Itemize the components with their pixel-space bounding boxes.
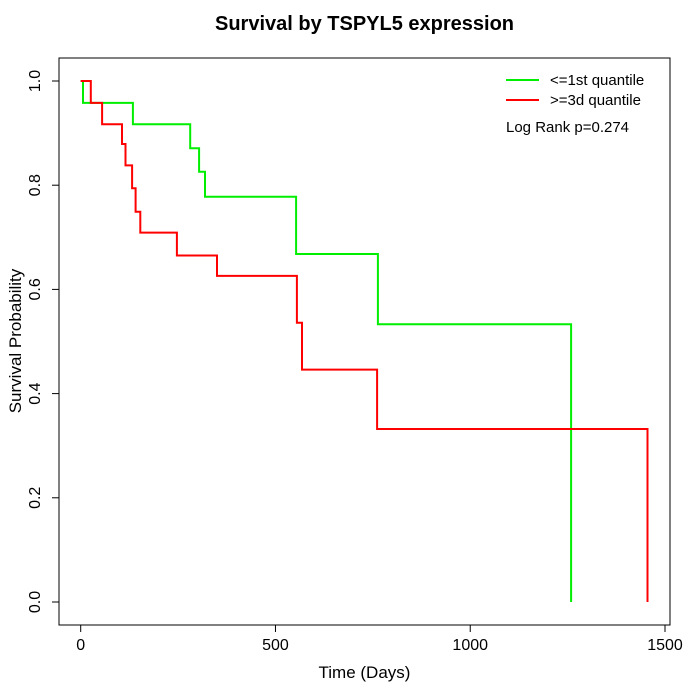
legend-item-first-quantile: <=1st quantile (506, 70, 644, 90)
x-tick-label: 1000 (452, 637, 488, 654)
legend-label-first-quantile: <=1st quantile (550, 71, 645, 89)
log-rank-pvalue: Log Rank p=0.274 (506, 119, 630, 136)
x-tick-label: 0 (76, 637, 85, 654)
plot-box (58, 57, 671, 626)
legend-item-third-quantile: >=3d quantile (506, 90, 644, 110)
y-tick-label: 1.0 (27, 70, 44, 92)
plot-title: Survival by TSPYL5 expression (214, 13, 514, 35)
legend-label-third-quantile: >=3d quantile (550, 91, 641, 109)
y-tick-label: 0.2 (27, 487, 44, 509)
y-tick-label: 0.8 (27, 174, 44, 196)
green-line-swatch-icon (506, 79, 539, 81)
legend: <=1st quantile >=3d quantile Log Rank p=… (506, 70, 644, 136)
y-tick-label: 0.6 (27, 278, 44, 300)
x-tick-label: 500 (262, 637, 289, 654)
y-tick-label: 0.0 (27, 591, 44, 613)
survival-curve-green (80, 80, 573, 602)
survival-curve-red (80, 80, 649, 602)
y-tick-label: 0.4 (27, 382, 44, 404)
y-axis-title: Survival Probability (6, 268, 25, 414)
red-line-swatch-icon (506, 99, 539, 101)
x-tick-label: 1500 (647, 637, 683, 654)
x-axis-title: Time (Days) (318, 663, 411, 682)
